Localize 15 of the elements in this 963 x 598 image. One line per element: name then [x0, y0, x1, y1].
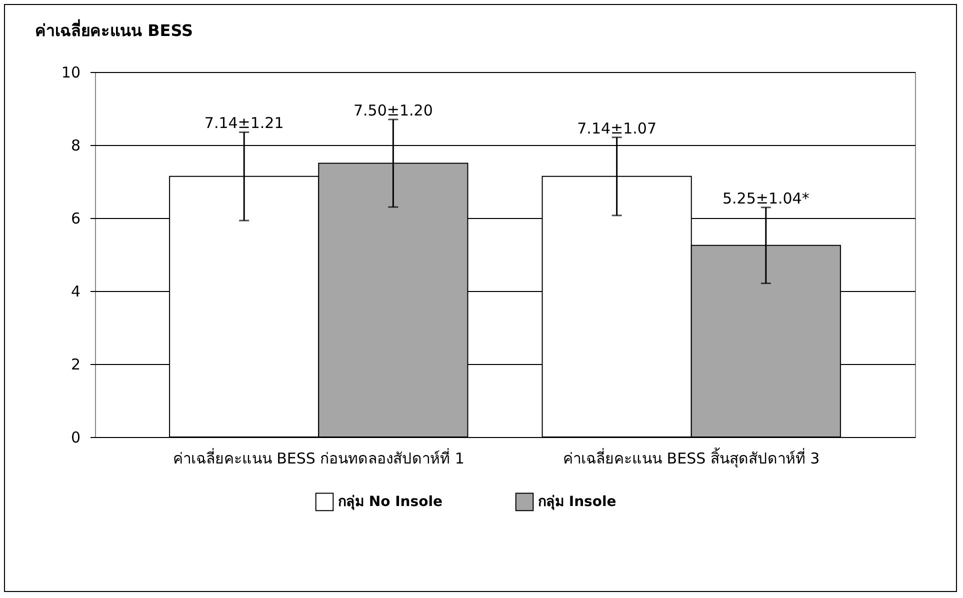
y-tick-label: 0 — [70, 428, 80, 446]
y-tick-label: 6 — [70, 210, 80, 228]
data-label: 7.14±1.21 — [204, 114, 284, 132]
x-tick-label: ค่าเฉลี่ยคะแนน BESS ก่อนทดลองสัปดาห์ที่ 1 — [172, 448, 464, 468]
data-label: 7.50±1.20 — [353, 101, 433, 120]
y-tick-label: 10 — [61, 64, 80, 82]
legend-label: กลุ่ม No Insole — [338, 494, 443, 510]
data-label: 5.25±1.04* — [722, 189, 810, 208]
y-tick-label: 2 — [70, 356, 80, 374]
x-tick-label: ค่าเฉลี่ยคะแนน BESS สิ้นสุดสัปดาห์ที่ 3 — [563, 448, 820, 468]
y-tick-label: 4 — [70, 282, 80, 300]
y-tick-label: 8 — [70, 136, 80, 154]
legend-label: กลุ่ม Insole — [538, 494, 616, 510]
chart-title: ค่าเฉลี่ยคะแนน BESS — [35, 19, 194, 40]
data-label: 7.14±1.07 — [577, 119, 657, 138]
